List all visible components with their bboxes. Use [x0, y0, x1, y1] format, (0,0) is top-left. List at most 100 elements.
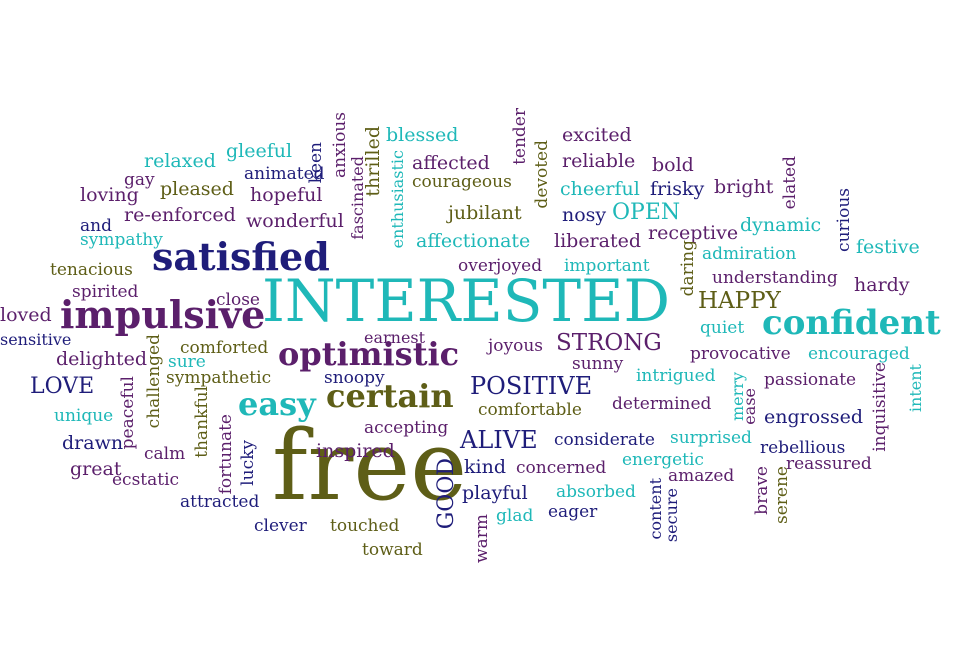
- word-optimistic: optimistic: [278, 335, 460, 373]
- word-daring: daring: [678, 240, 698, 297]
- word-serene: serene: [772, 466, 792, 524]
- word-affectionate: affectionate: [416, 230, 531, 252]
- word-nosy: nosy: [562, 204, 607, 226]
- word-reassured: reassured: [786, 454, 872, 474]
- word-enthusiastic: enthusiastic: [388, 150, 407, 249]
- word-ecstatic: ecstatic: [112, 470, 180, 490]
- word-close: close: [216, 290, 260, 310]
- word-certain: certain: [326, 377, 454, 415]
- word-confident: confident: [762, 303, 941, 343]
- word-overjoyed: overjoyed: [458, 256, 543, 276]
- word-thankful: thankful: [192, 386, 212, 458]
- word-challenged: challenged: [144, 334, 164, 429]
- word-relaxed: relaxed: [144, 150, 216, 172]
- word-intrigued: intrigued: [636, 366, 716, 386]
- word-ease: ease: [740, 388, 759, 425]
- word-easy: easy: [238, 385, 316, 423]
- word-hardy: hardy: [854, 274, 910, 296]
- word-and: and: [80, 216, 112, 236]
- word-animated: animated: [244, 164, 325, 184]
- word-jubilant: jubilant: [448, 202, 522, 224]
- word-sure: sure: [168, 352, 206, 372]
- word-inquisitive: inquisitive: [870, 362, 890, 452]
- word-clever: clever: [254, 516, 307, 536]
- word-affected: affected: [412, 152, 490, 174]
- word-reliable: reliable: [562, 150, 636, 172]
- word-drawn: drawn: [62, 432, 124, 454]
- word-eager: eager: [548, 502, 598, 522]
- word-inspired: inspired: [316, 440, 395, 462]
- word-glad: glad: [496, 506, 534, 526]
- word-earnest: earnest: [364, 328, 426, 347]
- word-devoted: devoted: [532, 140, 552, 209]
- word-positive: POSITIVE: [470, 372, 593, 400]
- word-bright: bright: [714, 176, 774, 198]
- word-passionate: passionate: [764, 370, 857, 390]
- word-open: OPEN: [612, 200, 681, 225]
- word-kind: kind: [464, 456, 506, 478]
- word-cheerful: cheerful: [560, 178, 640, 200]
- word-attracted: attracted: [180, 492, 260, 512]
- word-unique: unique: [54, 406, 114, 426]
- word-liberated: liberated: [554, 230, 642, 252]
- word-rebellious: rebellious: [760, 438, 846, 458]
- word-lucky: lucky: [238, 440, 258, 486]
- word-keen: keen: [306, 142, 326, 184]
- word-sensitive: sensitive: [0, 330, 72, 349]
- word-sympathetic: sympathetic: [166, 368, 272, 388]
- word-loving: loving: [80, 184, 139, 206]
- word-pleased: pleased: [160, 178, 234, 200]
- word-bold: bold: [652, 154, 694, 176]
- word-amazed: amazed: [668, 466, 735, 486]
- word-considerate: considerate: [554, 430, 655, 450]
- word-accepting: accepting: [364, 418, 449, 438]
- word-quiet: quiet: [700, 318, 745, 338]
- word-intent: intent: [906, 364, 925, 413]
- word-fortunate: fortunate: [216, 414, 236, 495]
- word-understanding: understanding: [712, 268, 838, 288]
- word-great: great: [70, 458, 122, 480]
- word-dynamic: dynamic: [740, 214, 822, 236]
- word-tender: tender: [510, 108, 530, 165]
- word-gleeful: gleeful: [226, 140, 293, 162]
- word-comfortable: comfortable: [478, 400, 582, 420]
- word-love: LOVE: [30, 374, 95, 399]
- word-absorbed: absorbed: [556, 482, 636, 502]
- word-toward: toward: [362, 540, 423, 560]
- word-delighted: delighted: [56, 348, 148, 370]
- word-sympathy: sympathy: [80, 230, 163, 250]
- word-touched: touched: [330, 516, 400, 536]
- word-curious: curious: [834, 188, 854, 252]
- word-excited: excited: [562, 124, 632, 146]
- word-festive: festive: [856, 236, 920, 258]
- word-snoopy: snoopy: [324, 368, 385, 388]
- word-loved: loved: [0, 304, 52, 326]
- word-impulsive: impulsive: [60, 292, 266, 337]
- word-interested: INTERESTED: [262, 267, 670, 335]
- word-gay: gay: [124, 170, 155, 190]
- word-spirited: spirited: [72, 282, 139, 302]
- word-receptive: receptive: [648, 222, 739, 244]
- word-blessed: blessed: [386, 124, 459, 146]
- word-encouraged: encouraged: [808, 344, 910, 364]
- word-concerned: concerned: [516, 458, 607, 478]
- word-admiration: admiration: [702, 244, 797, 264]
- word-playful: playful: [462, 482, 528, 504]
- word-secure: secure: [662, 488, 681, 543]
- word-anxious: anxious: [330, 112, 350, 179]
- word-sunny: sunny: [572, 354, 624, 374]
- word-surprised: surprised: [670, 428, 752, 448]
- word-warm: warm: [472, 514, 492, 563]
- word-wonderful: wonderful: [246, 210, 344, 232]
- word-good: GOOD: [434, 458, 459, 530]
- word-calm: calm: [144, 444, 186, 464]
- word-satisfied: satisfied: [152, 234, 330, 279]
- word-brave: brave: [752, 466, 772, 515]
- word-strong: STRONG: [556, 330, 662, 356]
- word-alive: ALIVE: [460, 426, 538, 454]
- word-elated: elated: [780, 156, 800, 210]
- word-happy: HAPPY: [698, 288, 781, 314]
- word-courageous: courageous: [412, 172, 512, 192]
- word-joyous: joyous: [488, 336, 544, 356]
